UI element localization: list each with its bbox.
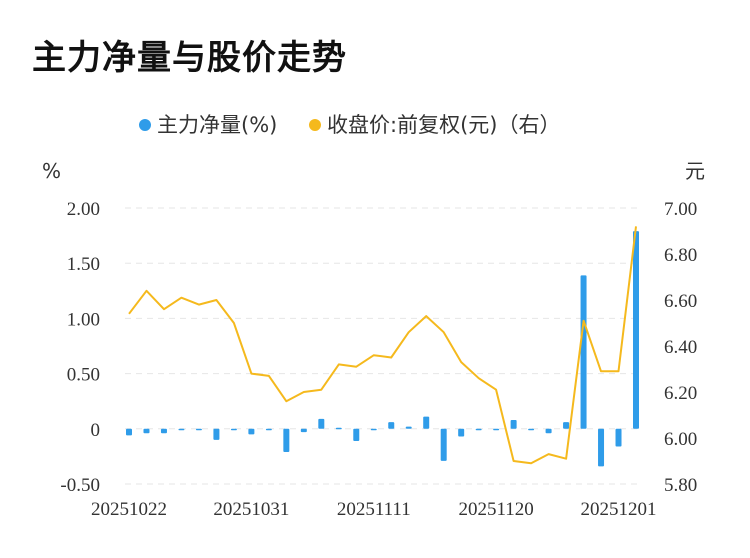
x-axis-ticks: 20251022 20251031 20251111 20251120 20251201 <box>91 499 657 520</box>
bar <box>545 428 552 434</box>
bar <box>528 428 535 431</box>
legend-dot-icon <box>309 119 321 131</box>
right-axis-unit: 元 <box>685 159 705 183</box>
bar <box>615 428 622 447</box>
bar <box>405 426 412 429</box>
bar <box>423 416 430 429</box>
right-tick-label: 6.20 <box>664 383 697 404</box>
left-tick-label: 1.50 <box>67 254 100 275</box>
gridlines <box>125 207 640 485</box>
chart-title: 主力净量与股价走势 <box>32 38 347 78</box>
bar <box>283 428 290 452</box>
right-tick-label: 6.00 <box>664 429 697 450</box>
left-tick-label: 2.00 <box>67 199 100 220</box>
right-axis-ticks: 7.00 6.80 6.60 6.40 6.20 6.00 5.80 <box>664 199 697 496</box>
bar <box>475 428 482 431</box>
legend-dot-icon <box>139 119 151 131</box>
bar <box>213 428 220 440</box>
left-axis-ticks: 2.00 1.50 1.00 0.50 0 -0.50 <box>60 199 100 496</box>
x-tick-label: 20251022 <box>91 499 167 520</box>
bar <box>195 428 202 431</box>
legend: 主力净量(%) 收盘价:前复权(元)（右） <box>139 113 560 137</box>
left-tick-label: 0 <box>91 420 101 441</box>
bar <box>160 428 167 434</box>
bar <box>580 275 587 429</box>
left-axis-unit: % <box>42 159 61 183</box>
price-line <box>128 226 637 465</box>
right-tick-label: 6.40 <box>664 337 697 358</box>
bar <box>300 428 307 433</box>
bar <box>318 418 325 429</box>
bar <box>633 231 639 429</box>
bar <box>440 428 447 461</box>
legend-item-0[interactable]: 主力净量(%) <box>139 113 277 137</box>
bar <box>265 428 272 431</box>
bar <box>143 428 150 434</box>
bar <box>598 428 605 467</box>
line-series <box>128 226 637 465</box>
legend-label: 收盘价:前复权(元)（右） <box>327 113 560 137</box>
bar <box>388 422 395 429</box>
bar <box>335 427 342 430</box>
bar <box>178 428 185 431</box>
left-tick-label: -0.50 <box>60 475 100 496</box>
right-tick-label: 5.80 <box>664 475 697 496</box>
bar <box>126 428 132 436</box>
right-tick-label: 7.00 <box>664 199 697 220</box>
right-tick-label: 6.60 <box>664 291 697 312</box>
bar <box>458 428 465 437</box>
x-tick-label: 20251120 <box>458 499 533 520</box>
bar <box>510 419 517 429</box>
bar <box>370 428 377 431</box>
bar <box>353 428 360 441</box>
x-tick-label: 20251031 <box>213 499 289 520</box>
x-tick-label: 20251201 <box>581 499 657 520</box>
legend-label: 主力净量(%) <box>157 113 277 137</box>
bar-series <box>126 231 639 467</box>
bar <box>248 428 255 435</box>
right-tick-label: 6.80 <box>664 245 697 266</box>
bar <box>493 428 500 431</box>
left-tick-label: 1.00 <box>67 309 100 330</box>
bar <box>230 428 237 431</box>
x-tick-label: 20251111 <box>337 499 411 520</box>
bar <box>563 422 570 429</box>
left-tick-label: 0.50 <box>67 365 100 386</box>
legend-item-1[interactable]: 收盘价:前复权(元)（右） <box>309 113 560 137</box>
